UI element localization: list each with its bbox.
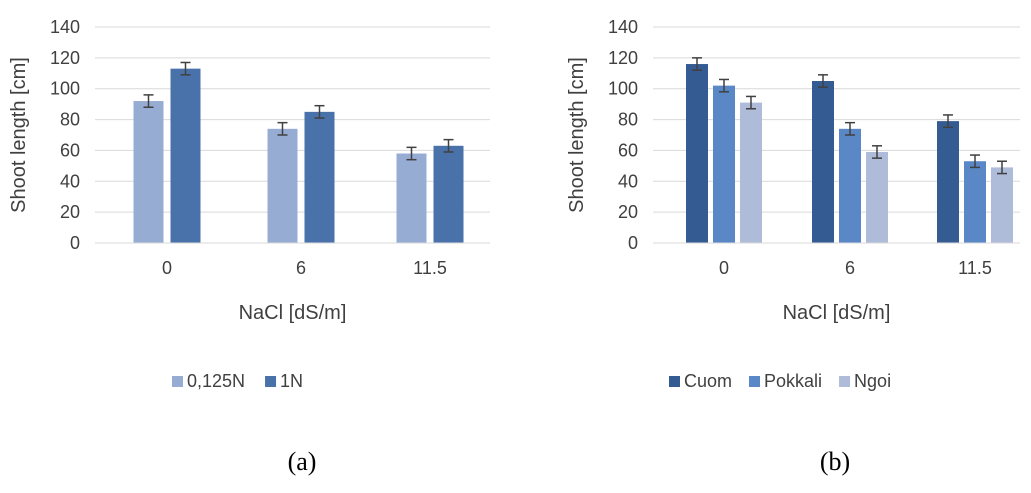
y-tick-label: 0 (70, 233, 80, 253)
x-tick-label: 0 (719, 258, 729, 278)
y-tick-label: 60 (618, 140, 638, 160)
y-tick-label: 0 (628, 233, 638, 253)
legend-swatch (749, 376, 761, 387)
y-tick-label: 100 (50, 79, 80, 99)
bar (839, 128, 861, 243)
y-tick-label: 20 (60, 202, 80, 222)
y-tick-label: 140 (608, 17, 638, 37)
bar (686, 64, 708, 244)
bar (396, 153, 427, 243)
x-tick-label: 0 (162, 258, 172, 278)
y-tick-label: 60 (60, 140, 80, 160)
y-axis-title: Shoot length [cm] (566, 57, 588, 213)
legend-label: Cuom (684, 371, 732, 391)
y-axis-title: Shoot length [cm] (8, 57, 30, 213)
panel-label: (b) (820, 447, 850, 476)
bar (170, 68, 201, 244)
y-tick-label: 140 (50, 17, 80, 37)
y-tick-label: 40 (618, 171, 638, 191)
bar (937, 121, 959, 243)
legend-label: Pokkali (764, 371, 822, 391)
x-tick-label: 11.5 (413, 258, 447, 278)
legend-swatch (839, 376, 851, 387)
x-tick-label: 6 (845, 258, 855, 278)
y-tick-label: 80 (618, 110, 638, 130)
legend-swatch (265, 376, 277, 387)
bar (267, 128, 298, 243)
bar (812, 81, 834, 243)
legend-swatch (172, 376, 183, 387)
legend-swatch (669, 376, 680, 387)
panel-label: (a) (288, 447, 317, 476)
bar (133, 101, 164, 243)
bar (713, 85, 735, 243)
x-tick-label: 6 (296, 258, 306, 278)
y-tick-label: 120 (50, 48, 80, 68)
x-axis-title: NaCl [dS/m] (239, 302, 347, 324)
y-tick-label: 20 (618, 202, 638, 222)
y-tick-label: 120 (608, 48, 638, 68)
chart-panel-b: 0 20 40 60 80 100 120 140 0 6 11.5 NaCl [dS/m] Shoot… (566, 17, 1020, 476)
x-tick-label: 11.5 (958, 258, 992, 278)
bar (304, 111, 335, 243)
legend-label: Ngoi (854, 371, 891, 391)
x-axis-title: NaCl [dS/m] (783, 302, 891, 324)
bar (991, 167, 1013, 243)
y-tick-label: 100 (608, 79, 638, 99)
y-tick-label: 80 (60, 110, 80, 130)
legend-label: 1N (280, 371, 303, 391)
legend-label: 0,125N (187, 371, 245, 391)
bar (433, 145, 464, 243)
bar (964, 161, 986, 243)
y-tick-label: 40 (60, 171, 80, 191)
chart-panel-a: 0 20 40 60 80 100 120 140 0 6 11.5 NaCl [dS/m] Shoot… (8, 17, 490, 476)
bar (866, 151, 888, 243)
bar (740, 102, 762, 243)
